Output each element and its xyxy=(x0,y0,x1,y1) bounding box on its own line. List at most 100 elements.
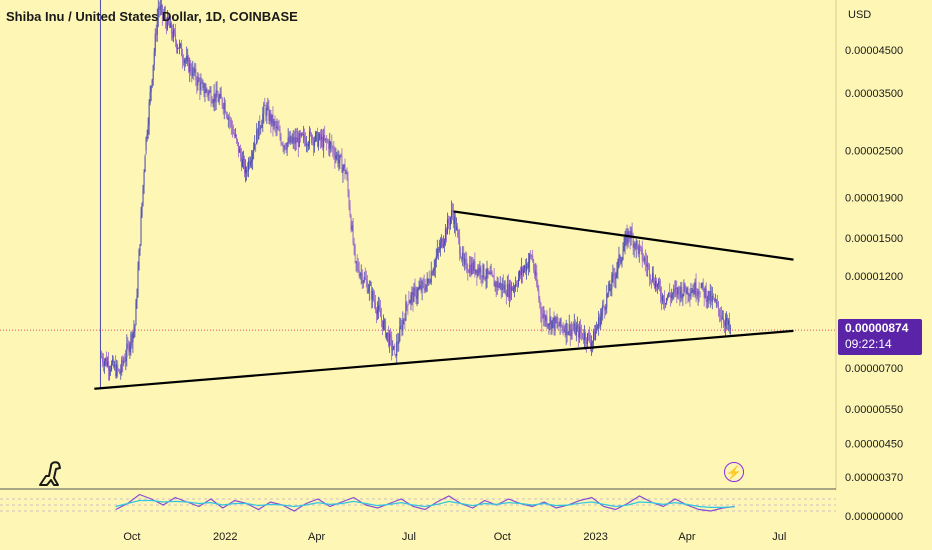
candle-body xyxy=(227,117,229,119)
candle-body xyxy=(110,369,112,371)
candle-body xyxy=(330,142,332,144)
candle-body xyxy=(404,318,406,321)
candle-body xyxy=(179,44,181,49)
candle xyxy=(225,111,227,119)
candle-body xyxy=(462,252,464,260)
candle xyxy=(387,332,389,343)
candle-body xyxy=(458,231,460,237)
candle xyxy=(423,274,425,294)
candle-body xyxy=(412,292,414,303)
candle xyxy=(162,8,164,20)
candle xyxy=(360,264,362,285)
candle-body xyxy=(536,272,538,285)
candle xyxy=(152,64,154,86)
candle-body xyxy=(700,287,702,288)
candle-body xyxy=(408,300,410,304)
candle xyxy=(382,320,384,336)
candle-body xyxy=(208,91,210,96)
candle xyxy=(521,257,523,284)
candle xyxy=(613,267,615,287)
candle-body xyxy=(453,211,455,224)
time-axis[interactable]: Oct 2022 Apr Jul Oct 2023 Apr Jul xyxy=(123,531,786,543)
candle-body xyxy=(225,112,227,116)
candle xyxy=(699,291,701,298)
candle xyxy=(158,1,160,18)
candle xyxy=(668,292,670,298)
candle xyxy=(248,157,250,178)
candle xyxy=(260,125,262,135)
candle xyxy=(301,131,303,137)
candle xyxy=(184,57,186,71)
candle xyxy=(728,318,730,332)
candle-body xyxy=(183,59,185,64)
candle xyxy=(262,106,264,133)
candle-body xyxy=(259,120,261,130)
candle xyxy=(298,130,300,148)
candle-body xyxy=(109,370,111,371)
candle-body xyxy=(608,283,610,293)
candle xyxy=(468,268,470,273)
candle xyxy=(174,27,176,37)
candle xyxy=(209,86,211,93)
candle xyxy=(730,324,732,335)
candle-body xyxy=(642,259,644,261)
candle xyxy=(336,151,338,161)
candle-body xyxy=(250,161,252,166)
candle xyxy=(442,235,444,249)
candle xyxy=(700,283,702,289)
candle xyxy=(417,286,419,305)
candle xyxy=(229,116,231,128)
candle xyxy=(286,142,288,156)
candle xyxy=(361,269,363,289)
candle xyxy=(575,321,577,342)
candle-body xyxy=(585,341,587,345)
lightning-icon[interactable]: ⚡ xyxy=(724,462,744,482)
candle xyxy=(501,277,503,297)
tradingview-dino-icon[interactable] xyxy=(36,458,66,488)
candle-body xyxy=(348,191,350,207)
candle-body xyxy=(579,326,581,333)
candle-body xyxy=(134,325,136,329)
candle-body xyxy=(368,285,370,291)
candle-body xyxy=(416,295,418,299)
candle-body xyxy=(338,160,340,164)
candle-body xyxy=(635,241,637,249)
candle xyxy=(482,263,484,284)
candle-body xyxy=(440,238,442,243)
candle-body xyxy=(316,131,318,134)
candle xyxy=(517,271,519,288)
candle-body xyxy=(556,322,558,323)
candle xyxy=(620,256,622,265)
candle-body xyxy=(487,268,489,274)
candle-body xyxy=(313,139,315,146)
price-axis[interactable]: USD 0.00004500 0.00003500 0.00002500 0.00001… xyxy=(835,0,903,490)
candle xyxy=(318,132,320,151)
candle-body xyxy=(205,89,207,93)
candle-body xyxy=(240,155,242,167)
candle-body xyxy=(601,311,603,317)
candle xyxy=(550,316,552,336)
time-tick-label: Jul xyxy=(772,531,786,543)
candle xyxy=(637,244,639,258)
candle-body xyxy=(677,287,679,295)
candle xyxy=(553,311,555,336)
candle-body xyxy=(395,353,397,357)
candle xyxy=(649,274,651,285)
candle-body xyxy=(657,283,659,287)
candle xyxy=(682,293,684,307)
candle xyxy=(684,282,686,293)
candle xyxy=(715,299,717,308)
candle xyxy=(346,167,348,181)
candle-body xyxy=(279,130,281,137)
candle-body xyxy=(488,272,490,274)
candle xyxy=(373,290,375,309)
candle xyxy=(416,287,418,307)
candle-body xyxy=(346,172,348,179)
candle-body xyxy=(630,230,632,239)
candle xyxy=(654,274,656,292)
candle xyxy=(235,133,237,144)
candle xyxy=(201,78,203,84)
price-axis-unit: USD xyxy=(848,9,871,21)
candle-body xyxy=(128,343,130,352)
